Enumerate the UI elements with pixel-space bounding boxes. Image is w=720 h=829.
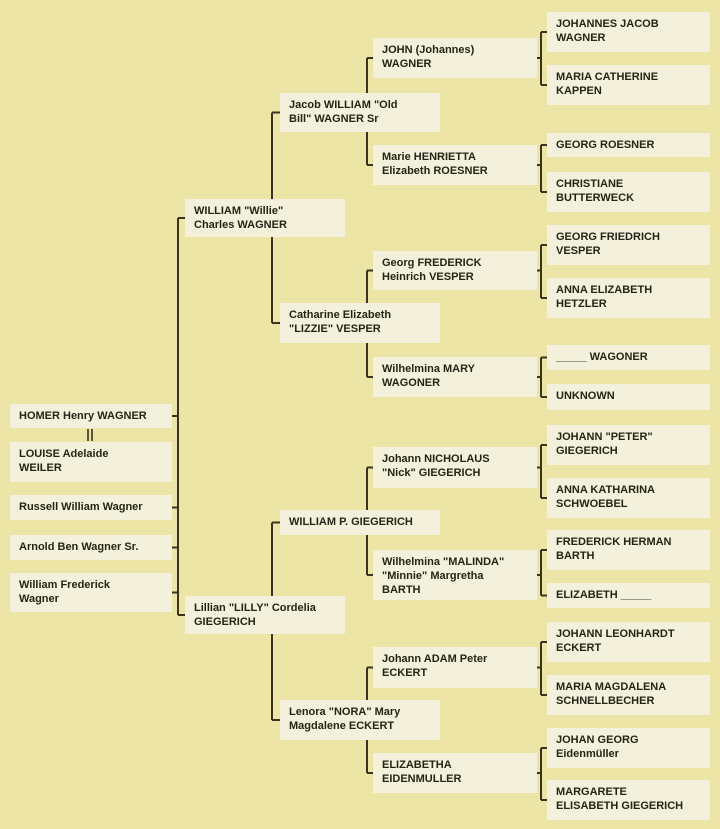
great-great-grandparents-person-box: ELIZABETH _____ — [547, 583, 710, 608]
great-great-grandparents-person-box: ANNA ELIZABETH HETZLER — [547, 278, 710, 318]
great-great-grandparents-person-box: FREDERICK HERMAN BARTH — [547, 530, 710, 570]
great-grandparents-person-box: Wilhelmina "MALINDA" "Minnie" Margretha … — [373, 550, 537, 600]
grandparents-person-box: WILLIAM P. GIEGERICH — [280, 510, 440, 535]
great-great-grandparents-person-box: JOHAN GEORG Eidenmüller — [547, 728, 710, 768]
great-great-grandparents-person-box: ANNA KATHARINA SCHWOEBEL — [547, 478, 710, 518]
great-great-grandparents-person-box: _____ WAGONER — [547, 345, 710, 370]
great-great-grandparents-person-box: GEORG FRIEDRICH VESPER — [547, 225, 710, 265]
parents-person-box: WILLIAM "Willie" Charles WAGNER — [185, 199, 345, 237]
great-grandparents-person-box: Johann ADAM Peter ECKERT — [373, 647, 537, 688]
siblings-and-spouse-person-box: HOMER Henry WAGNER — [10, 404, 172, 428]
great-great-grandparents-person-box: MARIA MAGDALENA SCHNELLBECHER — [547, 675, 710, 715]
siblings-and-spouse-person-box: William Frederick Wagner — [10, 573, 172, 612]
great-great-grandparents-person-box: JOHANN "PETER" GIEGERICH — [547, 425, 710, 465]
great-great-grandparents-person-box: MARGARETE ELISABETH GIEGERICH — [547, 780, 710, 820]
grandparents-person-box: Lenora "NORA" Mary Magdalene ECKERT — [280, 700, 440, 740]
siblings-and-spouse-person-box: Arnold Ben Wagner Sr. — [10, 535, 172, 560]
great-grandparents-person-box: Wilhelmina MARY WAGONER — [373, 357, 537, 397]
marriage-symbol — [87, 429, 93, 441]
great-great-grandparents-person-box: GEORG ROESNER — [547, 133, 710, 157]
great-grandparents-person-box: Johann NICHOLAUS "Nick" GIEGERICH — [373, 447, 537, 488]
great-great-grandparents-person-box: UNKNOWN — [547, 384, 710, 410]
great-grandparents-person-box: Georg FREDERICK Heinrich VESPER — [373, 251, 537, 290]
great-great-grandparents-person-box: MARIA CATHERINE KAPPEN — [547, 65, 710, 105]
siblings-and-spouse-person-box: Russell William Wagner — [10, 495, 172, 520]
great-grandparents-person-box: Marie HENRIETTA Elizabeth ROESNER — [373, 145, 537, 185]
great-great-grandparents-person-box: CHRISTIANE BUTTERWECK — [547, 172, 710, 212]
grandparents-person-box: Catharine Elizabeth "LIZZIE" VESPER — [280, 303, 440, 343]
great-great-grandparents-person-box: JOHANNES JACOB WAGNER — [547, 12, 710, 52]
grandparents-person-box: Jacob WILLIAM "Old Bill" WAGNER Sr — [280, 93, 440, 132]
great-grandparents-person-box: ELIZABETHA EIDENMULLER — [373, 753, 537, 793]
great-great-grandparents-person-box: JOHANN LEONHARDT ECKERT — [547, 622, 710, 662]
great-grandparents-person-box: JOHN (Johannes) WAGNER — [373, 38, 537, 78]
siblings-and-spouse-person-box: LOUISE Adelaide WEILER — [10, 442, 172, 482]
parents-person-box: Lillian "LILLY" Cordelia GIEGERICH — [185, 596, 345, 634]
